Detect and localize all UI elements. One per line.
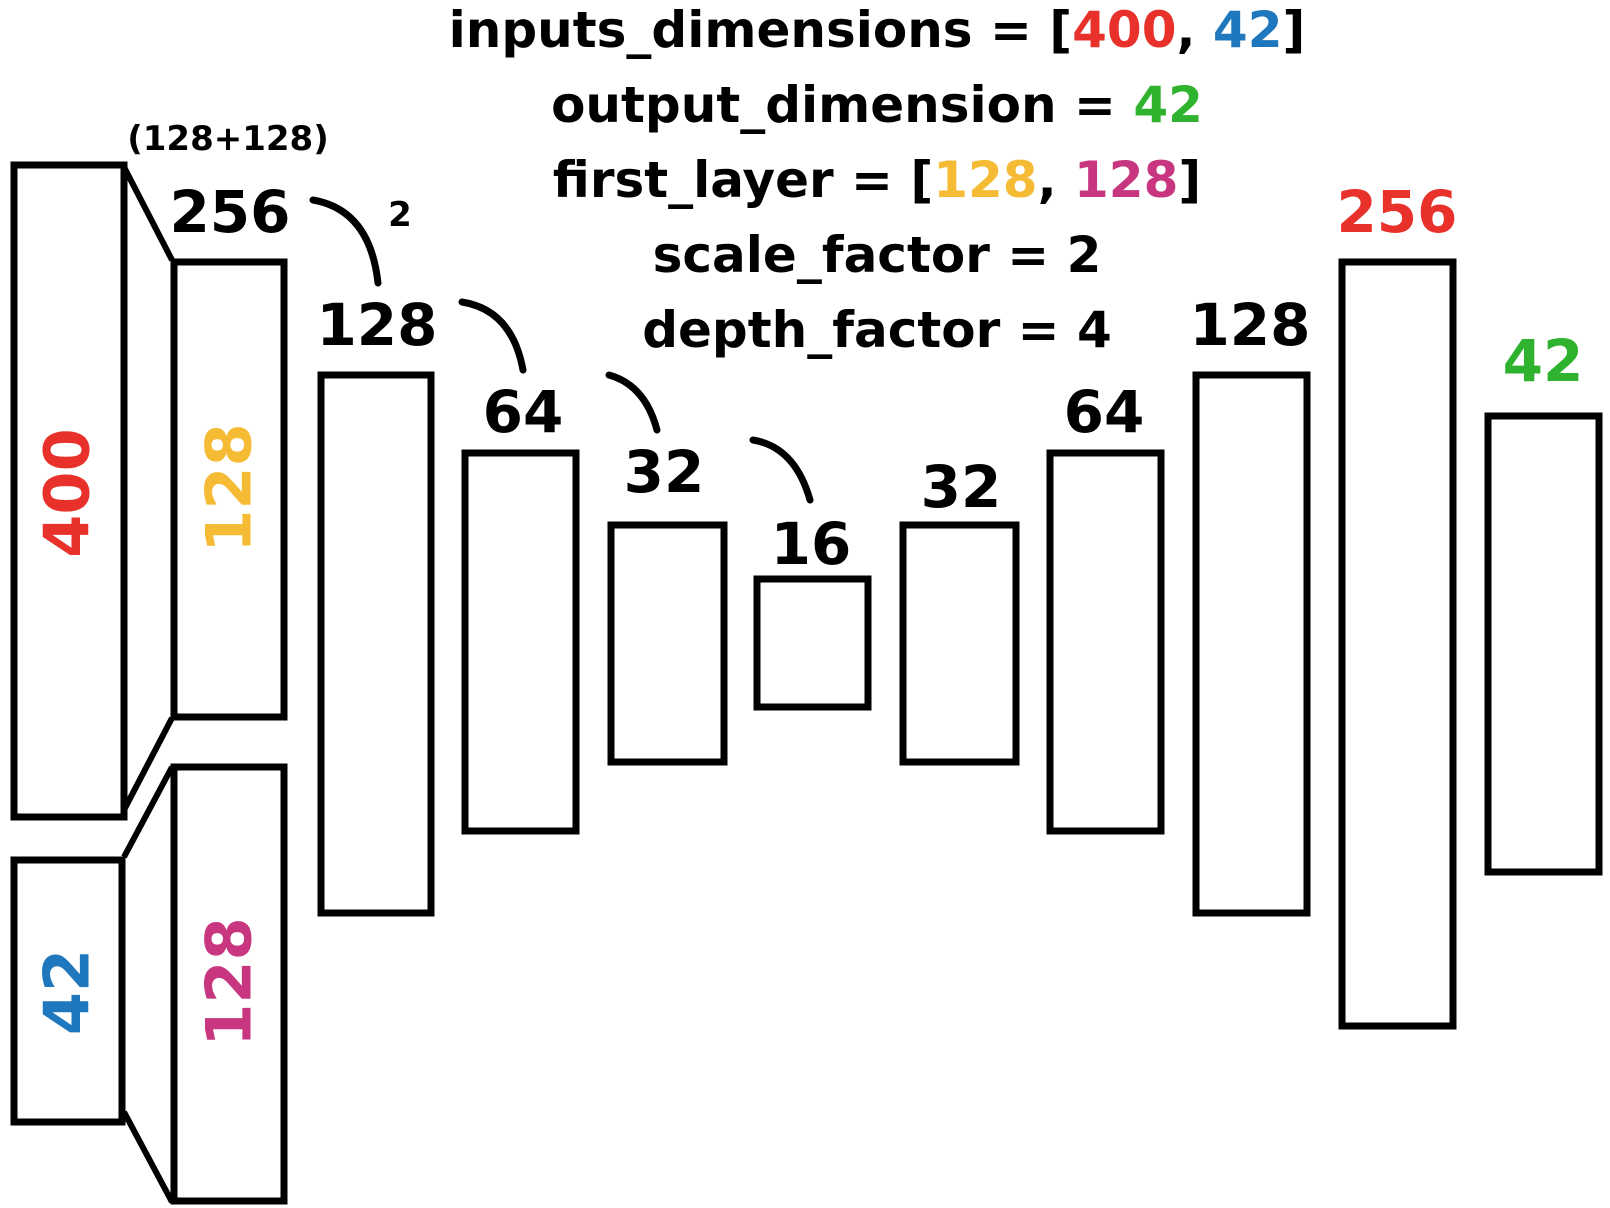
param-first-layer: first_layer = [128, 128] (553, 151, 1201, 209)
layer-label-enc-32: 32 (624, 438, 705, 506)
param-1-part-1: 42 (1133, 76, 1203, 134)
layer-box-enc-64 (461, 449, 580, 835)
input-projection-lines (121, 165, 175, 1204)
layer-label-dec-64: 64 (1064, 378, 1145, 446)
layer-label-enc-64: 64 (483, 378, 564, 446)
layer-box-dec-64 (1046, 449, 1165, 835)
param-2-part-0: first_layer = [ (553, 151, 933, 209)
param-0-part-0: inputs_dimensions = [ (449, 1, 1073, 59)
layer-stack: 400 42 128 128 256 128 64 32 16 32 64 128 256 42 (10, 161, 1603, 1205)
param-output-dimension: output_dimension = 42 (551, 76, 1203, 134)
layer-label-output-42: 42 (1503, 327, 1584, 395)
layer-label-dec-256: 256 (1336, 178, 1457, 246)
layer-label-dec-32: 32 (921, 453, 1002, 521)
layer-box-first-128-b (170, 763, 288, 1205)
param-3-part-0: scale_factor = 2 (653, 226, 1102, 284)
param-4-part-0: depth_factor = 4 (642, 301, 1112, 359)
layer-box-first-128-a (170, 258, 288, 721)
layer-label-bottleneck-16: 16 (771, 510, 852, 578)
layer-box-bottleneck-16 (753, 575, 872, 711)
param-0-part-2: , (1177, 1, 1213, 59)
param-1-part-0: output_dimension = (551, 76, 1133, 134)
param-depth-factor: depth_factor = 4 (642, 301, 1112, 359)
layer-label-input-42: 42 (31, 949, 104, 1035)
param-scale-factor: scale_factor = 2 (653, 226, 1102, 284)
scale-arcs (309, 196, 814, 504)
param-2-part-4: ] (1178, 151, 1201, 209)
layer-box-enc-128 (317, 371, 435, 917)
layer-label-first-128-a: 128 (193, 423, 266, 552)
layer-label-dec-128: 128 (1189, 291, 1310, 359)
layer-box-input-400 (10, 161, 128, 821)
layer-box-dec-128 (1192, 371, 1311, 917)
param-0-part-4: ] (1283, 1, 1306, 59)
layer-label-first-128-b: 128 (193, 917, 266, 1046)
scale-annotation: 2 (388, 195, 412, 235)
param-2-part-1: 128 (933, 151, 1037, 209)
param-0-part-1: 400 (1072, 1, 1176, 59)
param-0-part-3: 42 (1213, 1, 1283, 59)
param-inputs-dimensions: inputs_dimensions = [400, 42] (449, 1, 1306, 59)
concat-annotation: (128+128) (127, 119, 329, 159)
layer-box-output-42 (1484, 412, 1603, 876)
layer-box-input-42 (10, 856, 126, 1126)
layer-label-enc-256: 256 (169, 178, 290, 246)
parameter-list: inputs_dimensions = [400, 42] output_dim… (449, 1, 1306, 359)
layer-label-input-400: 400 (31, 428, 104, 557)
layer-box-dec-256 (1338, 258, 1457, 1030)
layer-box-enc-32 (607, 521, 728, 766)
param-2-part-3: 128 (1074, 151, 1178, 209)
param-2-part-2: , (1038, 151, 1074, 209)
layer-box-dec-32 (899, 521, 1020, 766)
layer-label-enc-128: 128 (316, 291, 437, 359)
